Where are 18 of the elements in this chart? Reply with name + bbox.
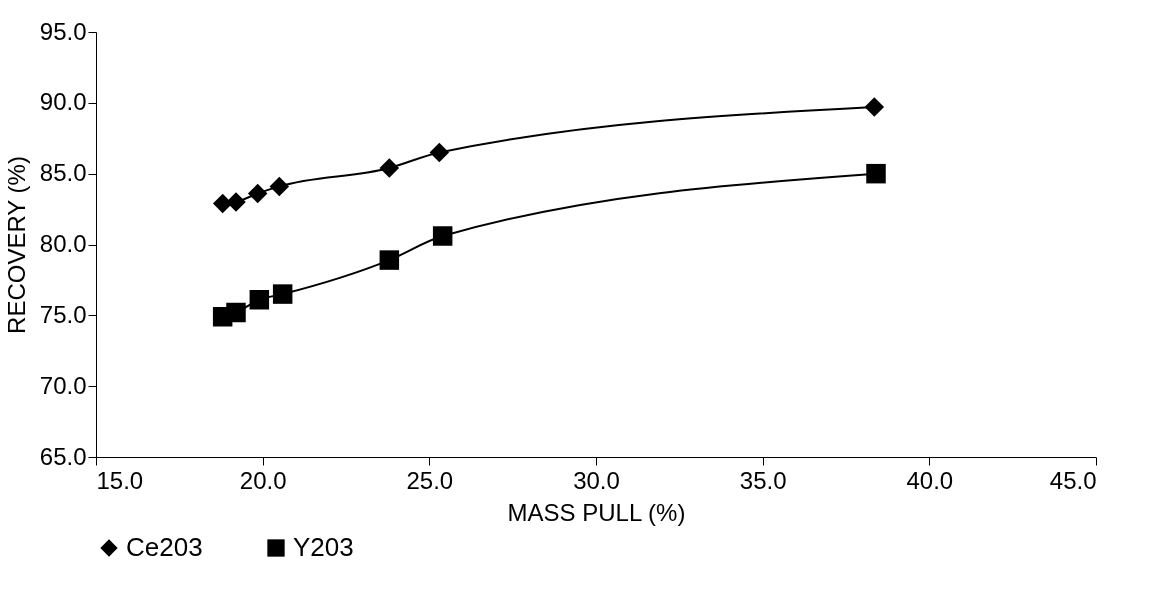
x-axis-title: MASS PULL (%) [507, 498, 686, 526]
x-tick-label: 30.0 [573, 466, 620, 494]
y-tick-label: 75.0 [39, 300, 87, 328]
y-tick-label: 95.0 [39, 17, 87, 45]
legend-label: Ce203 [126, 532, 203, 562]
x-tick-label: 45.0 [1049, 466, 1097, 494]
x-tick-label: 25.0 [406, 466, 454, 494]
x-tick-label: 15.0 [96, 466, 144, 494]
x-tick-label: 35.0 [739, 466, 787, 494]
legend-label: Y203 [293, 532, 354, 562]
y-tick-label: 65.0 [39, 442, 87, 470]
y-tick-label: 70.0 [39, 371, 87, 399]
y-tick-label: 90.0 [39, 88, 87, 116]
y-tick-label: 85.0 [39, 159, 87, 187]
x-tick-label: 20.0 [239, 466, 287, 494]
x-tick-label: 40.0 [906, 466, 954, 494]
y-tick-label: 80.0 [39, 230, 87, 257]
y-axis-title: RECOVERY (%) [2, 156, 30, 334]
